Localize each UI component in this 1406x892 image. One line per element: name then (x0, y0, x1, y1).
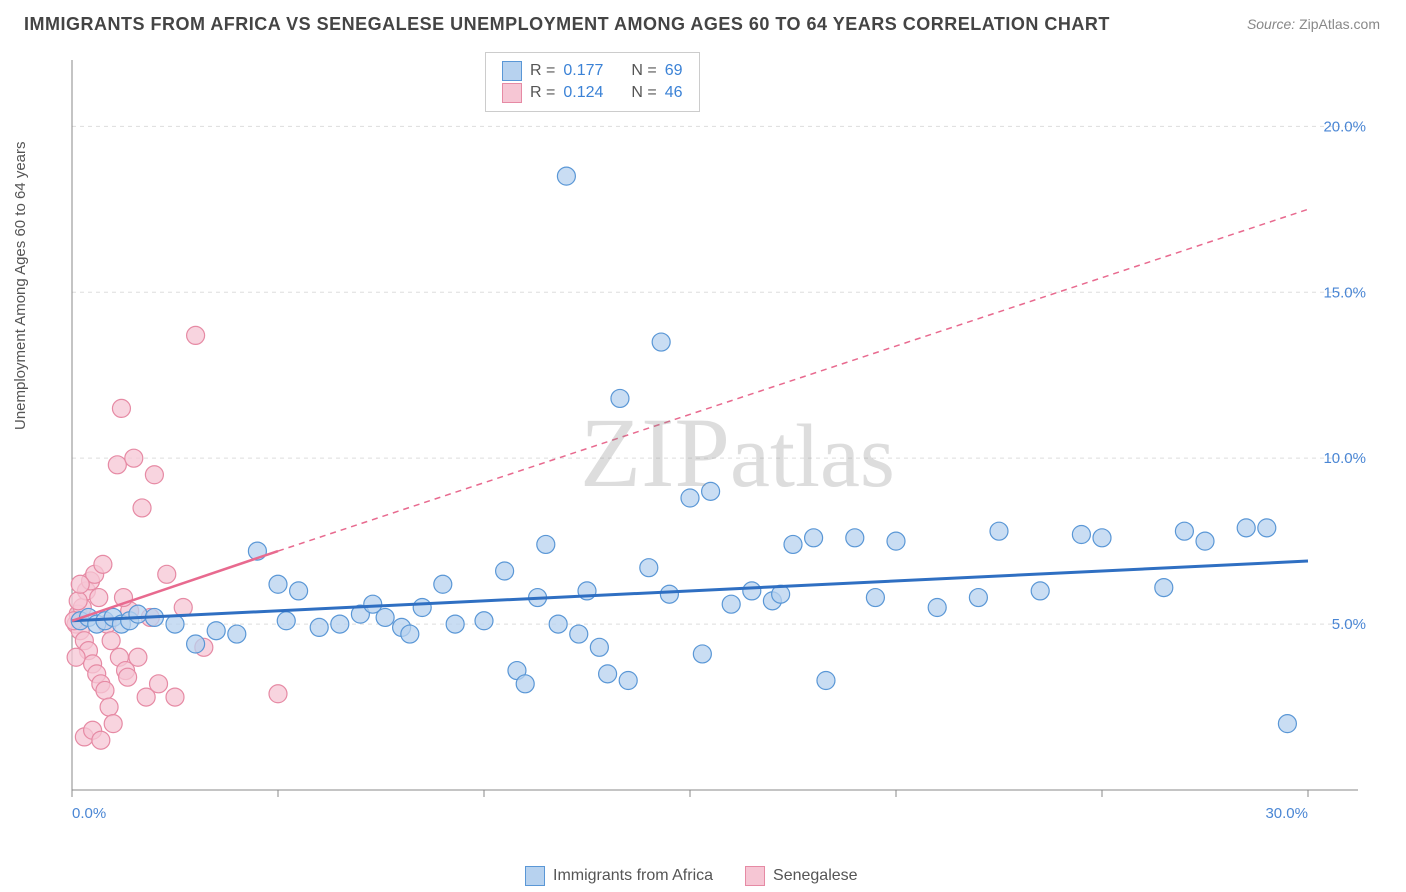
legend-swatch-series2 (745, 866, 765, 886)
source-label: Source: (1247, 16, 1295, 32)
legend: Immigrants from Africa Senegalese (525, 866, 858, 886)
legend-item-series1: Immigrants from Africa (525, 866, 713, 886)
r-value-series2: 0.124 (563, 84, 603, 102)
chart-area: 0.0% 30.0% 5.0% 10.0% 15.0% 20.0% (62, 50, 1378, 832)
n-label: N = (631, 62, 656, 80)
stats-row-series1: R = 0.177 N = 69 (502, 61, 683, 81)
legend-label-series2: Senegalese (773, 867, 858, 885)
source-attribution: Source: ZipAtlas.com (1247, 16, 1380, 32)
svg-text:5.0%: 5.0% (1332, 616, 1366, 633)
svg-text:30.0%: 30.0% (1265, 805, 1308, 822)
stats-row-series2: R = 0.124 N = 46 (502, 83, 683, 103)
r-label: R = (530, 62, 555, 80)
svg-text:10.0%: 10.0% (1323, 450, 1366, 467)
legend-swatch-series1 (525, 866, 545, 886)
swatch-series1 (502, 61, 522, 81)
svg-text:0.0%: 0.0% (72, 805, 106, 822)
r-value-series1: 0.177 (563, 62, 603, 80)
svg-text:20.0%: 20.0% (1323, 118, 1366, 135)
chart-title: IMMIGRANTS FROM AFRICA VS SENEGALESE UNE… (24, 14, 1110, 35)
source-value: ZipAtlas.com (1299, 16, 1380, 32)
swatch-series2 (502, 83, 522, 103)
y-axis-label: Unemployment Among Ages 60 to 64 years (12, 141, 29, 430)
legend-label-series1: Immigrants from Africa (553, 867, 713, 885)
scatter-chart: 0.0% 30.0% 5.0% 10.0% 15.0% 20.0% (62, 50, 1378, 832)
correlation-stats-box: R = 0.177 N = 69 R = 0.124 N = 46 (485, 52, 700, 112)
n-value-series2: 46 (665, 84, 683, 102)
svg-text:15.0%: 15.0% (1323, 284, 1366, 301)
n-label: N = (631, 84, 656, 102)
n-value-series1: 69 (665, 62, 683, 80)
legend-item-series2: Senegalese (745, 866, 858, 886)
r-label: R = (530, 84, 555, 102)
